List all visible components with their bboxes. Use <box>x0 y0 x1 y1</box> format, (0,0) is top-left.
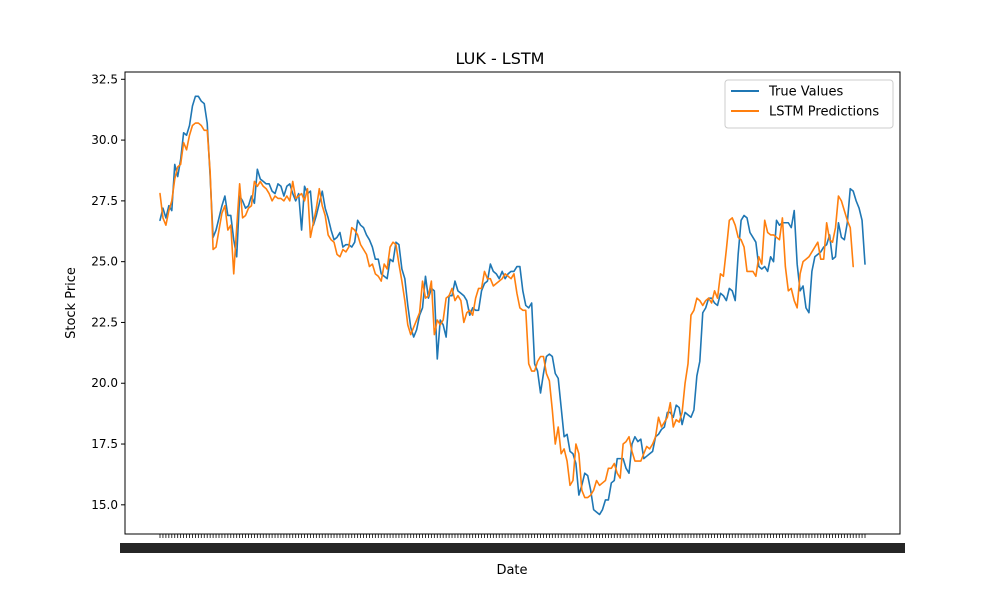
y-tick-label: 25.0 <box>91 255 118 269</box>
series-line-true-values <box>159 95 866 516</box>
series-line-lstm-predictions <box>159 122 855 499</box>
y-tick-label: 17.5 <box>91 437 118 451</box>
y-axis-label: Stock Price <box>64 267 79 339</box>
y-tick-label: 27.5 <box>91 194 118 208</box>
y-tick-label: 20.0 <box>91 376 118 390</box>
y-tick-label: 32.5 <box>91 72 118 86</box>
chart-title: LUK - LSTM <box>456 49 545 68</box>
legend-box <box>724 79 894 129</box>
y-tick-label: 15.0 <box>91 498 118 512</box>
y-tick-label: 30.0 <box>91 133 118 147</box>
x-tick-labels-overlapping <box>120 543 905 553</box>
x-axis-label: Date <box>496 563 527 578</box>
legend: True Values LSTM Predictions <box>724 79 894 129</box>
legend-label: True Values <box>768 85 843 100</box>
y-tick-label: 22.5 <box>91 315 118 329</box>
axes-frame <box>124 71 901 535</box>
plot-area: 15.0 17.5 20.0 22.5 25.0 27.5 30.0 32.5 <box>91 71 905 553</box>
legend-label: LSTM Predictions <box>769 105 879 120</box>
